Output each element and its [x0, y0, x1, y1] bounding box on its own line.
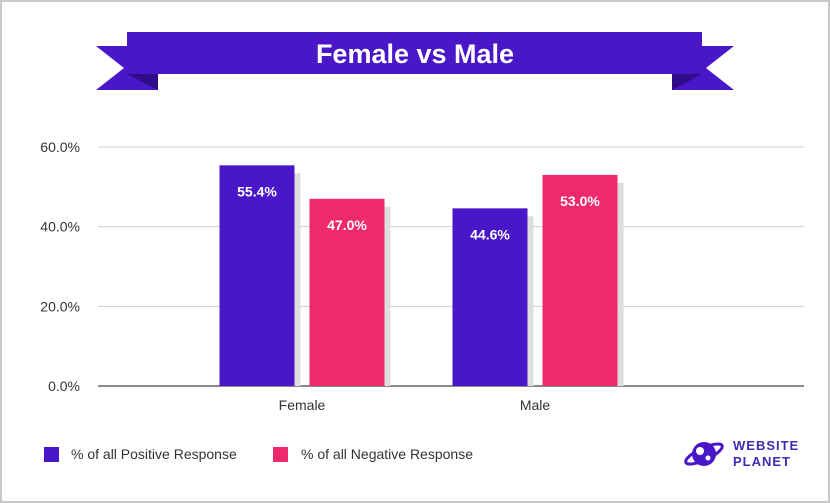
legend-swatch-positive: [44, 447, 59, 462]
logo-text-line1: WEBSITE: [733, 438, 799, 453]
y-tick-label: 0.0%: [48, 378, 80, 394]
bar-data-label: 55.4%: [237, 183, 277, 199]
y-tick-label: 40.0%: [40, 219, 80, 235]
bar: [452, 208, 528, 386]
grid-layer: [98, 146, 804, 387]
title-banner: Female vs Male: [96, 32, 734, 90]
banner-main: [127, 32, 702, 74]
y-tick-label: 60.0%: [40, 139, 80, 155]
bar: [542, 174, 618, 386]
y-tick-label: 20.0%: [40, 298, 80, 314]
legend-swatch-negative: [273, 447, 288, 462]
banner-left-fold: [127, 74, 158, 90]
bars-layer: [219, 165, 624, 386]
legend-label-positive: % of all Positive Response: [71, 446, 237, 462]
bar: [309, 198, 385, 386]
bar-data-label: 44.6%: [470, 226, 510, 242]
legend: % of all Positive Response % of all Nega…: [44, 446, 473, 462]
planet-logo-icon: [684, 442, 724, 466]
banner-right-fold: [672, 74, 702, 90]
x-category-label: Female: [279, 397, 326, 413]
bar: [219, 165, 295, 386]
website-planet-logo: WEBSITE PLANET: [684, 438, 799, 469]
bar-data-label: 47.0%: [327, 217, 367, 233]
legend-label-negative: % of all Negative Response: [301, 446, 473, 462]
logo-text-line2: PLANET: [733, 454, 791, 469]
labels-layer: 0.0% 20.0% 40.0% 60.0% 55.4% 47.0% Female 44.6%…: [40, 139, 600, 413]
bar-data-label: 53.0%: [560, 193, 600, 209]
x-category-label: Male: [520, 397, 551, 413]
chart-title: Female vs Male: [316, 39, 514, 69]
